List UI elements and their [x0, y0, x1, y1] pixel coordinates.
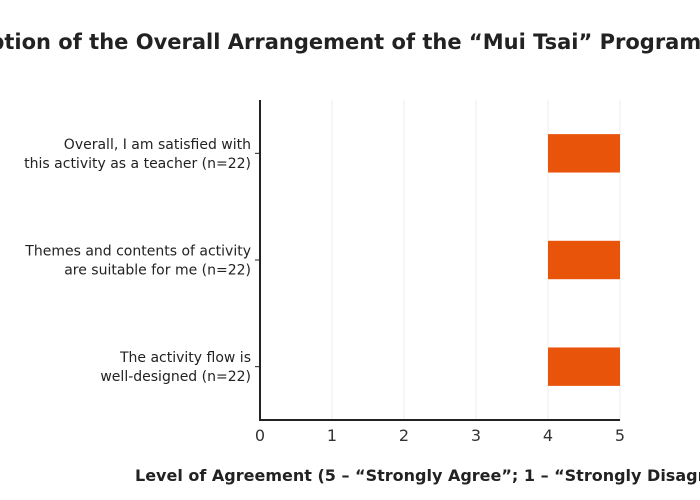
x-tick-label: 1 [327, 426, 337, 445]
bar [548, 134, 620, 173]
label-layer: 0 1 2 3 4 5 Overall, I am satisfied with this a… [24, 137, 625, 445]
x-tick-label: 5 [615, 426, 625, 445]
category-label: Themes and contents of activity [24, 244, 251, 260]
bar-layer [548, 134, 620, 386]
x-tick-label: 0 [255, 426, 265, 445]
x-tick-label: 3 [471, 426, 481, 445]
bar [548, 347, 620, 386]
chart-title: Perception of the Overall Arrangement of… [0, 30, 700, 54]
x-axis-label: Level of Agreement (5 – “Strongly Agree”… [135, 466, 700, 485]
category-label: Overall, I am satisfied with [64, 137, 251, 153]
category-label: are suitable for me (n=22) [64, 263, 251, 279]
category-label: this activity as a teacher (n=22) [24, 156, 251, 172]
x-tick-label: 4 [543, 426, 553, 445]
bar [548, 240, 620, 280]
category-label: well-designed (n=22) [100, 369, 251, 385]
x-tick-label: 2 [399, 426, 409, 445]
axis-layer [255, 100, 620, 421]
category-label: The activity flow is [119, 350, 251, 366]
